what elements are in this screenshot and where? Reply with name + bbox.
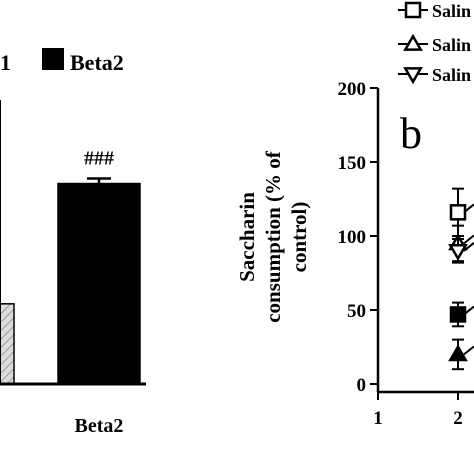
y-axis-label: Saccharin consumption (% of control) <box>235 150 311 323</box>
series-line <box>463 234 474 245</box>
left-bars: ### Beta2 <box>0 148 141 437</box>
legend-label-1: 1 <box>0 50 11 75</box>
legend-label: Salin <box>432 1 471 21</box>
y-axis-label-line-1: Saccharin <box>235 192 259 282</box>
right-legend: Salin Salin Salin <box>398 1 471 85</box>
bar <box>0 303 15 385</box>
legend-marker-triangle-up <box>403 33 423 51</box>
y-tick-label: 50 <box>347 301 366 322</box>
series-line <box>463 305 474 316</box>
y-tick-label: 100 <box>338 227 367 248</box>
series-line <box>463 345 474 356</box>
y-axis-label-line-3: control) <box>287 202 311 273</box>
data-point-square <box>449 204 467 221</box>
panel-letter: b <box>400 109 422 158</box>
y-tick-label: 0 <box>357 375 367 396</box>
data-point-triangle-up-filled <box>448 344 468 362</box>
legend-label-beta2: Beta2 <box>70 50 124 75</box>
legend-label: Salin <box>432 35 471 55</box>
significance-label: ### <box>84 148 114 170</box>
x-tick-label: 2 <box>453 408 463 429</box>
legend-marker-triangle-down <box>403 67 423 85</box>
series-line <box>463 242 474 252</box>
bar <box>57 182 141 385</box>
y-tick-label: 150 <box>338 153 367 174</box>
legend-swatch-beta2 <box>42 48 64 70</box>
data-point-triangle-down <box>448 243 468 261</box>
legend-marker-square <box>404 1 422 19</box>
x-tick-label: 1 <box>373 408 383 429</box>
right-panel: Salin Salin Salin Saccharin consumption (%… <box>235 1 474 429</box>
y-tick-label: 200 <box>338 79 367 100</box>
right-points <box>448 187 474 371</box>
x-tick-label: Beta2 <box>75 415 124 437</box>
y-axis-label-line-2: consumption (% of <box>261 150 285 323</box>
data-point-square-filled <box>449 306 467 323</box>
left-panel: 1 Beta2 ### Beta2 <box>0 48 146 437</box>
legend-label: Salin <box>432 65 471 85</box>
series-line <box>463 203 474 214</box>
right-axes: 0 50 100 150 200 1 2 <box>338 79 474 429</box>
